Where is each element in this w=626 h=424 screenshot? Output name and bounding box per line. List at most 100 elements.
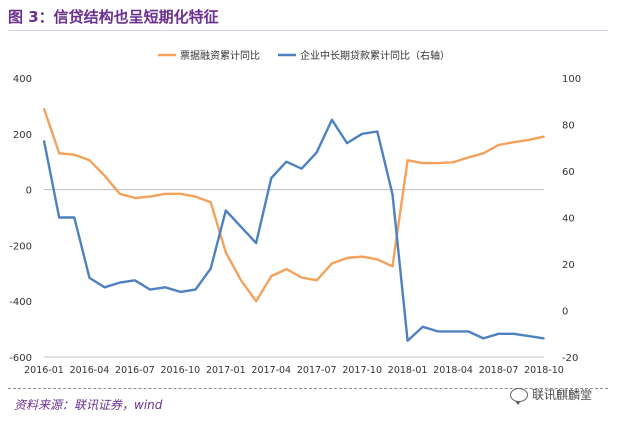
right-axis-tick-label: 20 — [562, 260, 575, 271]
data-point — [285, 268, 288, 270]
data-point — [497, 144, 500, 146]
data-point — [118, 192, 121, 195]
chart-legend: 票据融资累计同比 企业中长期贷款累计同比（右轴） — [158, 49, 450, 62]
data-point — [528, 139, 530, 141]
x-axis-tick-label: 2016-10 — [161, 365, 201, 376]
x-axis-tick-label: 2018-07 — [479, 365, 519, 376]
data-point — [164, 192, 167, 195]
data-point — [331, 262, 333, 265]
data-point — [497, 332, 500, 335]
title-divider — [8, 30, 608, 31]
x-axis-tick-label: 2016-04 — [70, 365, 110, 376]
data-point — [300, 276, 303, 279]
left-axis-tick-label: 400 — [13, 74, 32, 85]
data-point — [452, 161, 454, 164]
source-divider — [8, 388, 608, 389]
figure-title: 图 3：信贷结构也呈短期化特征 — [8, 8, 219, 26]
x-axis-tick-label: 2016-07 — [115, 365, 155, 376]
data-point — [43, 107, 45, 110]
data-point — [255, 300, 257, 303]
data-point — [194, 288, 197, 291]
data-point — [73, 153, 76, 156]
data-point — [225, 209, 227, 212]
x-axis-tick-label: 2017-01 — [206, 365, 246, 376]
data-point — [528, 335, 530, 337]
data-point — [58, 152, 60, 155]
data-point — [391, 193, 394, 196]
data-point — [331, 119, 333, 121]
left-axis-tick-label: -200 — [9, 241, 32, 252]
source-note: 资料来源：联讯证券，wind — [14, 398, 163, 412]
data-point — [209, 267, 212, 270]
left-axis-tick-label: 0 — [26, 186, 32, 197]
data-point — [88, 159, 91, 162]
series-line-1 — [42, 108, 545, 303]
data-point — [467, 156, 470, 159]
data-point — [255, 242, 257, 244]
x-axis-tick-label: 2018-04 — [433, 365, 473, 376]
right-axis-tick-label: 40 — [562, 214, 575, 225]
right-axis-tick-label: 0 — [562, 307, 568, 318]
data-point — [179, 192, 182, 195]
data-point — [149, 195, 151, 198]
data-point — [512, 141, 515, 143]
data-point — [240, 226, 242, 228]
data-point — [103, 286, 106, 289]
left-axis-tick-label: 200 — [13, 130, 32, 141]
data-point — [285, 160, 288, 163]
x-axis-tick-label: 2017-04 — [251, 365, 291, 376]
data-point — [421, 162, 424, 164]
data-point — [406, 339, 409, 342]
data-point — [482, 337, 485, 340]
data-point — [361, 255, 363, 258]
data-point — [103, 174, 106, 177]
data-point — [346, 257, 348, 259]
data-point — [134, 197, 136, 199]
data-point — [437, 330, 439, 333]
data-point — [346, 142, 348, 144]
data-point — [376, 258, 379, 261]
data-point — [543, 337, 545, 340]
data-point — [482, 152, 485, 155]
data-point — [512, 332, 515, 335]
left-axis-tick-label: -400 — [9, 297, 32, 308]
data-point — [376, 130, 379, 133]
data-point — [134, 279, 136, 282]
legend-label-2: 企业中长期贷款累计同比（右轴） — [300, 49, 450, 62]
data-point — [543, 135, 545, 138]
data-point — [391, 265, 394, 268]
data-point — [164, 286, 167, 289]
left-axis-tick-label: -600 — [9, 353, 32, 364]
data-point — [315, 151, 318, 154]
data-point — [179, 291, 182, 293]
x-axis-tick-label: 2018-10 — [524, 365, 564, 376]
x-axis-tick-label: 2016-01 — [24, 365, 64, 376]
data-point — [225, 251, 227, 254]
data-point — [118, 281, 121, 284]
data-point — [194, 195, 197, 198]
data-point — [452, 330, 454, 333]
data-point — [421, 325, 424, 328]
wechat-icon — [510, 387, 528, 405]
data-point — [361, 133, 363, 135]
data-point — [209, 201, 212, 203]
x-axis-tick-label: 2017-10 — [342, 365, 382, 376]
chart-axes: -600-400-2000200400-200204060801002016-0… — [9, 74, 581, 376]
right-axis-tick-label: 60 — [562, 167, 575, 178]
x-axis-tick-label: 2017-07 — [297, 365, 337, 376]
data-point — [240, 279, 242, 282]
data-point — [43, 139, 45, 142]
x-axis-tick-label: 2018-01 — [388, 365, 428, 376]
legend-label-1: 票据融资累计同比 — [180, 49, 260, 62]
right-axis-tick-label: 100 — [562, 74, 581, 85]
data-point — [270, 177, 273, 179]
data-point — [300, 167, 303, 170]
data-point — [315, 279, 318, 282]
data-point — [58, 216, 60, 219]
watermark: 联讯麒麟堂 — [510, 386, 592, 405]
data-point — [149, 288, 151, 291]
right-axis-tick-label: 80 — [562, 121, 575, 132]
data-point — [73, 216, 76, 219]
